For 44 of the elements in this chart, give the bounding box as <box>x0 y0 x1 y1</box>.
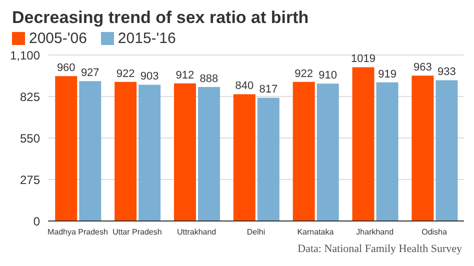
y-tick-label: 0 <box>33 214 40 228</box>
bar <box>376 82 398 221</box>
bar <box>316 84 339 221</box>
data-label: 912 <box>176 69 194 82</box>
x-tick-label: Madhya Pradesh <box>47 228 108 237</box>
legend-label: 2015-'16 <box>118 30 176 47</box>
x-tick-label: Jharkhand <box>356 228 394 237</box>
x-tick-label: Karnataka <box>297 228 334 237</box>
y-tick-label: 825 <box>20 90 40 104</box>
bar <box>292 82 315 221</box>
data-label: 888 <box>200 72 218 85</box>
data-label: 960 <box>56 62 76 74</box>
data-label: 840 <box>235 80 254 92</box>
data-label: 1019 <box>351 53 376 66</box>
data-label: 922 <box>116 68 135 80</box>
data-label: 903 <box>140 70 159 83</box>
bar <box>436 80 458 221</box>
y-tick-label: 275 <box>20 172 40 187</box>
x-tick-label: Delhi <box>246 228 266 237</box>
bar <box>233 94 256 221</box>
x-tick-label: Uttrakhand <box>177 228 216 237</box>
bar <box>79 81 102 221</box>
data-label: 817 <box>259 84 278 96</box>
bar <box>257 98 280 221</box>
data-label: 927 <box>80 67 100 80</box>
bar <box>55 76 78 221</box>
bar <box>174 83 196 221</box>
data-label: 910 <box>318 70 338 82</box>
text: Data: National Family Health Survey <box>296 243 462 255</box>
x-tick-label: Odisha <box>422 228 448 237</box>
data-label: 919 <box>378 68 396 80</box>
bar <box>352 67 374 221</box>
data-label: 963 <box>414 62 432 74</box>
bar <box>114 82 137 221</box>
bar <box>412 76 434 221</box>
data-label: 933 <box>438 66 456 78</box>
data-label: 922 <box>294 68 314 80</box>
x-tick-label: Uttar Pradesh <box>112 228 162 237</box>
y-tick-label: 1,100 <box>10 48 40 62</box>
bar <box>138 84 161 221</box>
bar <box>198 86 220 221</box>
y-tick-label: 550 <box>20 131 40 146</box>
chart-title: Decreasing trend of sex ratio at birth <box>12 8 310 28</box>
legend-label: 2005-'06 <box>29 30 87 47</box>
